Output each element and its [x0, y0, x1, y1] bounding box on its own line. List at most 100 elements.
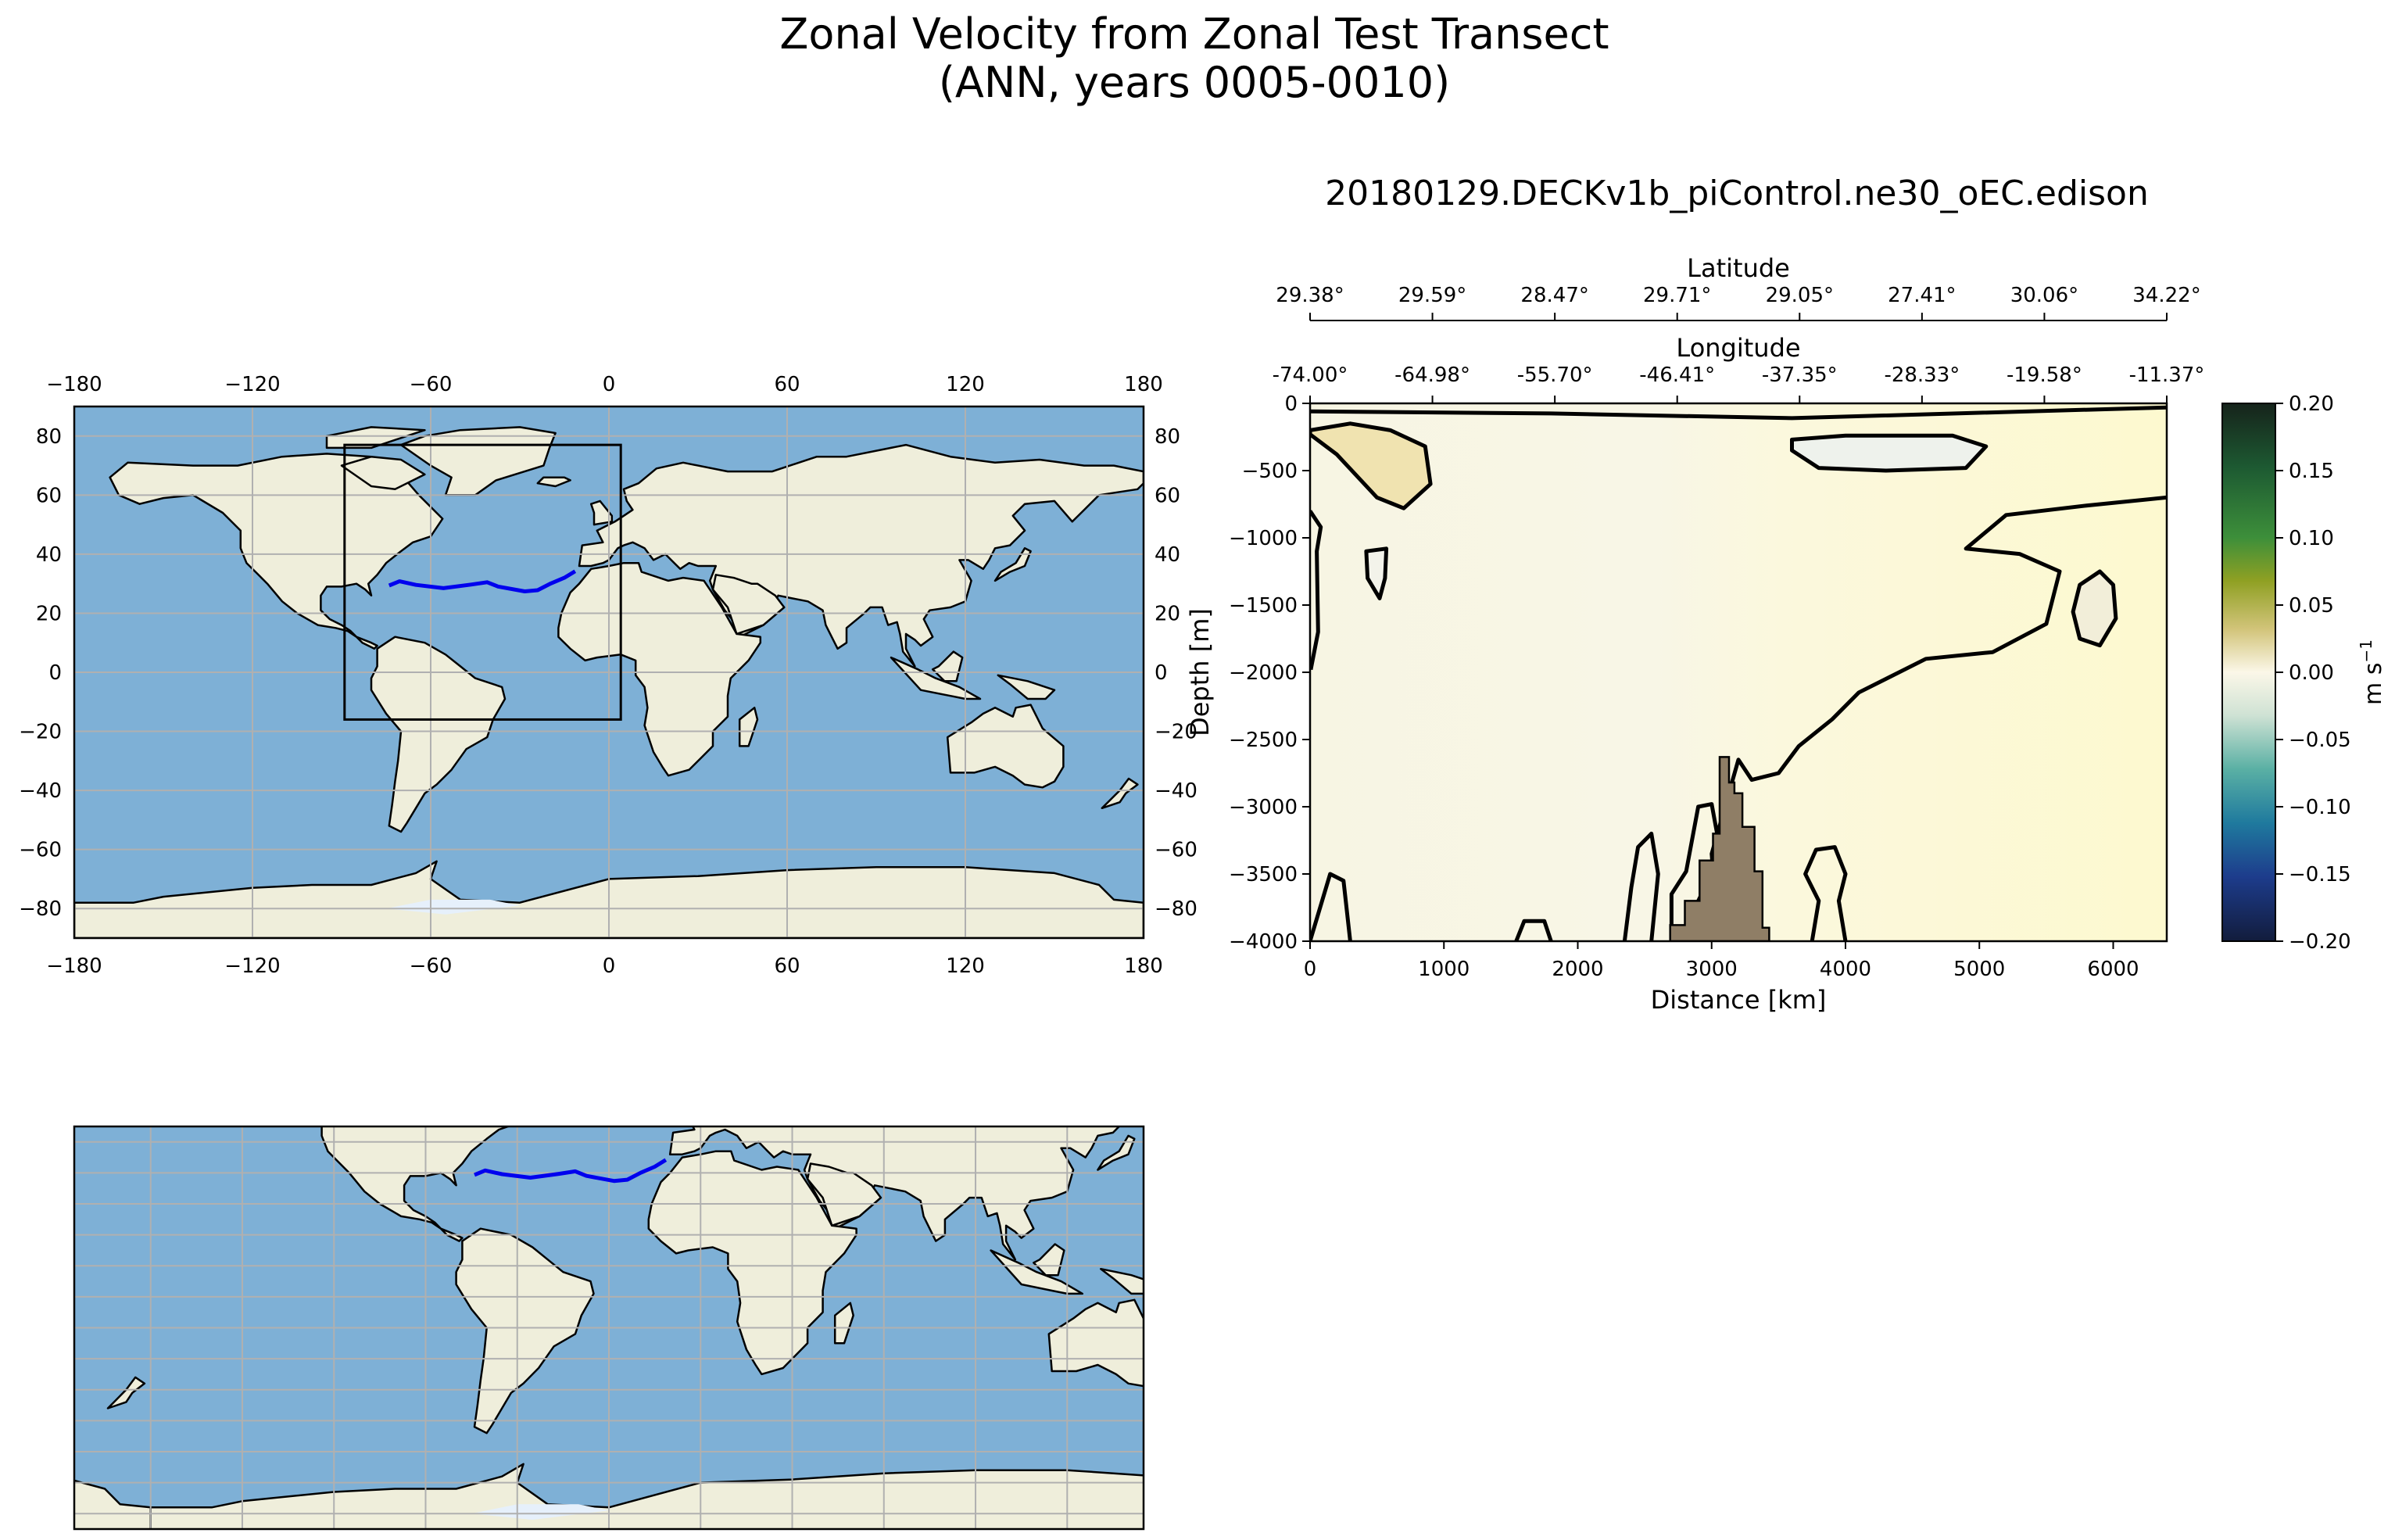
map-top-lat-tick-label: −60	[19, 839, 62, 862]
land-borneo	[1033, 1243, 1065, 1277]
latitude-tick-label: 34.22°	[2132, 284, 2200, 307]
land-south-america	[1556, 1229, 1694, 1434]
land-africa	[1749, 1151, 1956, 1374]
section-y-tick-label: −2000	[1229, 661, 1298, 685]
section-y-ticks: 0 −500 −1000 −1500 −2000 −2500 −3000 −3500 −4000	[1229, 392, 1310, 954]
map-top-tick-labels: −180 −180 −120 −120 −60 −60 0 0 60 60 120 120 180 180…	[19, 373, 1198, 978]
colorbar	[2221, 403, 2276, 942]
land-new-zealand	[1208, 1377, 1244, 1409]
land-greenland	[487, 1009, 646, 1080]
section-y-axis-label: Depth [m]	[1185, 608, 1215, 736]
land-new-zealand	[106, 1376, 146, 1409]
land-ellesmere	[410, 1009, 511, 1031]
zero-contour-line	[1803, 845, 1848, 941]
map-bottom-frame	[73, 1125, 1145, 1531]
land-north-america	[320, 1126, 511, 1242]
land-north-america	[109, 453, 444, 650]
ice-shelf	[1571, 1504, 1709, 1520]
latitude-axis-label: Latitude	[1687, 253, 1790, 283]
latitude-tick-label: 29.59°	[1398, 284, 1466, 307]
longitude-tick-label: -55.70°	[1517, 364, 1593, 387]
section-y-tick-label: −3500	[1229, 863, 1298, 886]
map-top-lat-tick-label: −80	[19, 897, 62, 921]
map-top-lon-tick-label: −120	[224, 373, 280, 396]
zero-contour-line	[1709, 495, 2167, 941]
colorbar-tick-label: −0.05	[2289, 729, 2351, 752]
section-x-ticks: 0 1000 2000 3000 4000 5000 6000	[1304, 941, 2139, 981]
zero-contour-closed	[1364, 546, 1389, 600]
zero-contour-line	[1622, 831, 1660, 941]
land-arabia	[711, 574, 786, 636]
map-top-lon-tick-label: −120	[224, 954, 280, 978]
land-north-america	[1287, 1037, 1630, 1241]
map-top: −180 −180 −120 −120 −60 −60 0 0 60 60 120 120 180 180…	[19, 373, 1198, 978]
figure-title: Zonal Velocity from Zonal Test Transect	[779, 9, 1609, 59]
land-baffin-island	[340, 455, 426, 491]
map-top-gridlines	[74, 406, 1144, 938]
land-baffin-island	[426, 1040, 511, 1074]
section-y-tick-label: −1500	[1229, 594, 1298, 618]
land-australia	[946, 704, 1065, 789]
land-new-zealand	[1101, 777, 1139, 810]
latitude-tick-label: 29.05°	[1766, 284, 1834, 307]
figure-subtitle: (ANN, years 0005-0010)	[939, 58, 1450, 107]
land-australia	[0, 1300, 68, 1387]
land-uk	[682, 1087, 703, 1112]
colorbar-tick-label: 0.10	[2289, 527, 2334, 550]
land-australia	[1047, 1298, 1144, 1388]
colorbar-tick-label: −0.15	[2289, 863, 2351, 886]
zero-contour-closed	[2071, 569, 2118, 648]
land-iceland	[1727, 1062, 1761, 1071]
map-top-lat-tick-label: 20	[1155, 602, 1180, 625]
land-eurasia	[578, 443, 1144, 668]
land-japan	[993, 547, 1032, 582]
section-plot: 20180129.DECKv1b_piControl.ne30_oEC.edis…	[1185, 174, 2387, 1015]
section-contour-fills	[1310, 421, 2118, 648]
map-top-lat-tick-label: 80	[36, 425, 62, 449]
land-australia	[2149, 1300, 2268, 1387]
map-top-lon-tick-label: 180	[1124, 954, 1163, 978]
map-top-lat-tick-label: 40	[36, 543, 62, 567]
land-madagascar	[1935, 1303, 1953, 1344]
land-eurasia	[668, 1126, 1121, 1261]
land-greenland	[1587, 1009, 1745, 1080]
map-top-lon-tick-label: 0	[603, 373, 616, 396]
section-x-tick-label: 4000	[1820, 958, 1871, 981]
latitude-tick-label: 27.41°	[1888, 284, 1956, 307]
land-arabia	[806, 1162, 882, 1227]
map-top-lon-tick-label: 180	[1124, 373, 1163, 396]
map-top-lat-tick-label: 0	[1155, 661, 1168, 685]
latitude-tick-label: 30.06°	[2010, 284, 2078, 307]
map-top-lat-tick-label: 0	[48, 661, 62, 685]
land-ellesmere	[1510, 1009, 1611, 1031]
section-x-tick-label: 0	[1304, 958, 1317, 981]
section-x-tick-label: 5000	[1953, 958, 2005, 981]
land-iceland	[536, 476, 571, 488]
section-x-tick-label: 2000	[1552, 958, 1603, 981]
map-top-lon-tick-label: −60	[410, 954, 453, 978]
colorbar-tick-label: 0.00	[2289, 661, 2334, 685]
land-madagascar	[738, 707, 759, 747]
longitude-tick-label: -28.33°	[1884, 364, 1960, 387]
map-top-lon-tick-label: 60	[774, 373, 800, 396]
land-ellesmere	[325, 426, 426, 449]
latitude-axis-ticks: 29.38° 29.59° 28.47° 29.71° 29.05° 27.41° 30.0…	[1276, 284, 2201, 321]
map-top-lon-tick-label: 120	[946, 954, 985, 978]
section-title: 20180129.DECKv1b_piControl.ne30_oEC.edis…	[1325, 174, 2149, 213]
land-uk	[1782, 1087, 1803, 1112]
colorbar-label: m s−1	[2357, 639, 2387, 705]
land-borneo	[2133, 1245, 2164, 1276]
zero-contour-line	[1310, 510, 1323, 671]
land-madagascar	[833, 1302, 854, 1345]
longitude-tick-label: -46.41°	[1639, 364, 1715, 387]
map-top-lat-tick-label: 40	[1155, 543, 1180, 567]
section-zero-contours	[1310, 405, 2167, 941]
land-antarctica	[74, 1479, 152, 1529]
map-top-lon-tick-label: −180	[46, 373, 102, 396]
land-japan	[0, 1136, 34, 1170]
map-bottom-gridlines	[74, 1126, 1144, 1529]
colorbar-tick-label: 0.20	[2289, 392, 2334, 416]
longitude-tick-label: -11.37°	[2129, 364, 2205, 387]
section-y-tick-label: −3000	[1229, 796, 1298, 819]
colorbar-tick-label: −0.10	[2289, 796, 2351, 819]
